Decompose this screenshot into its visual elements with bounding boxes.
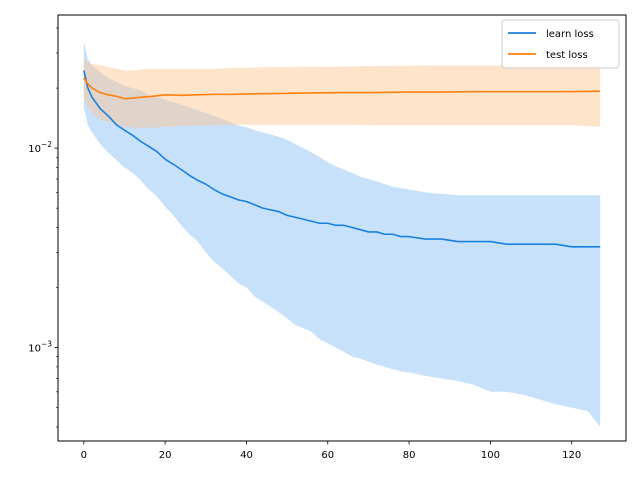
y-tick-label: 10−3 <box>28 340 52 355</box>
confidence-bands <box>83 42 601 427</box>
y-tick-exponent: −3 <box>41 340 52 349</box>
series-lines <box>83 70 601 248</box>
y-tick-base: 10 <box>28 144 41 155</box>
x-tick-label: 0 <box>81 450 87 461</box>
x-axis: 0 20 40 60 80 100 120 <box>81 441 581 461</box>
x-tick-label: 40 <box>240 450 253 461</box>
y-tick-exponent: −2 <box>41 140 52 149</box>
legend: learn loss test loss <box>501 19 620 69</box>
x-tick-label: 80 <box>403 450 416 461</box>
plot-frame <box>57 14 627 442</box>
learn-loss-line <box>83 70 601 248</box>
x-tick-label: 120 <box>562 450 581 461</box>
test-loss-line <box>83 77 601 100</box>
y-axis: 10−310−2 <box>28 27 58 428</box>
x-tick-label: 60 <box>321 450 334 461</box>
y-tick-base: 10 <box>28 344 41 355</box>
x-tick-label: 100 <box>481 450 500 461</box>
y-tick-label: 10−2 <box>28 140 52 155</box>
legend-label-learn-loss: learn loss <box>546 29 594 40</box>
learn-loss-band <box>83 42 601 427</box>
test-loss-band <box>83 58 601 129</box>
x-tick-label: 20 <box>159 450 172 461</box>
legend-label-test-loss: test loss <box>546 50 588 61</box>
legend-box <box>501 19 620 69</box>
